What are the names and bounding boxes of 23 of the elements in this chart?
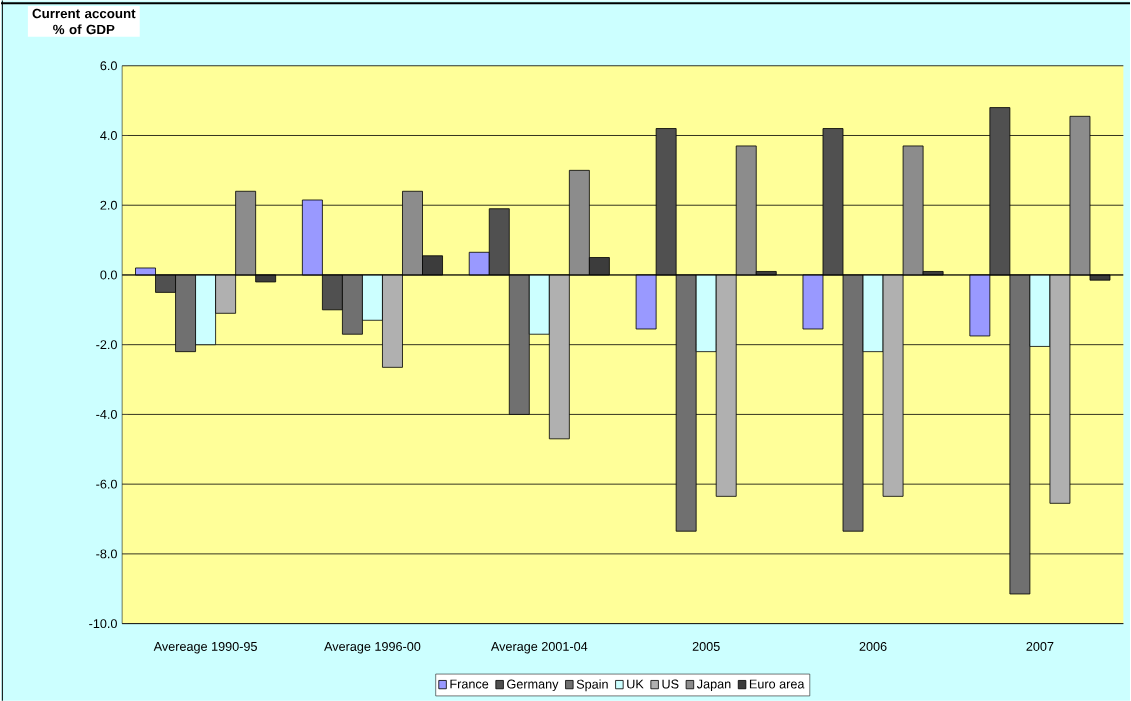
legend-label: Euro area [749, 679, 805, 689]
y-tick-label: -10.0 [89, 618, 117, 628]
y-tick-label: -4.0 [96, 409, 117, 419]
y-tick-label: 0.0 [100, 270, 117, 280]
y-tick-label: 6.0 [100, 61, 117, 71]
y-tick-label: -8.0 [96, 549, 117, 559]
legend-label: UK [627, 679, 644, 689]
y-tick-label: 4.0 [100, 130, 117, 140]
legend-label: Germany [507, 679, 559, 691]
legend-label: Spain [576, 679, 608, 692]
x-tick-label: Average 2001-04 [490, 641, 588, 654]
x-tick-label: Avereage 1990-95 [153, 641, 257, 654]
y-tick-label: -6.0 [96, 479, 117, 489]
x-tick-label: 2007 [1026, 641, 1054, 651]
y-tick-label: 2.0 [100, 200, 117, 210]
y-axis-title: Current account % of GDP [32, 8, 136, 34]
legend-label: France [450, 679, 489, 689]
legend-label: US [662, 679, 679, 689]
x-tick-label: 2005 [692, 641, 720, 651]
y-tick-label: -2.0 [96, 340, 117, 349]
x-tick-label: Average 1996-00 [324, 641, 421, 654]
x-tick-label: 2006 [859, 641, 887, 651]
legend-label: Japan [696, 679, 731, 691]
